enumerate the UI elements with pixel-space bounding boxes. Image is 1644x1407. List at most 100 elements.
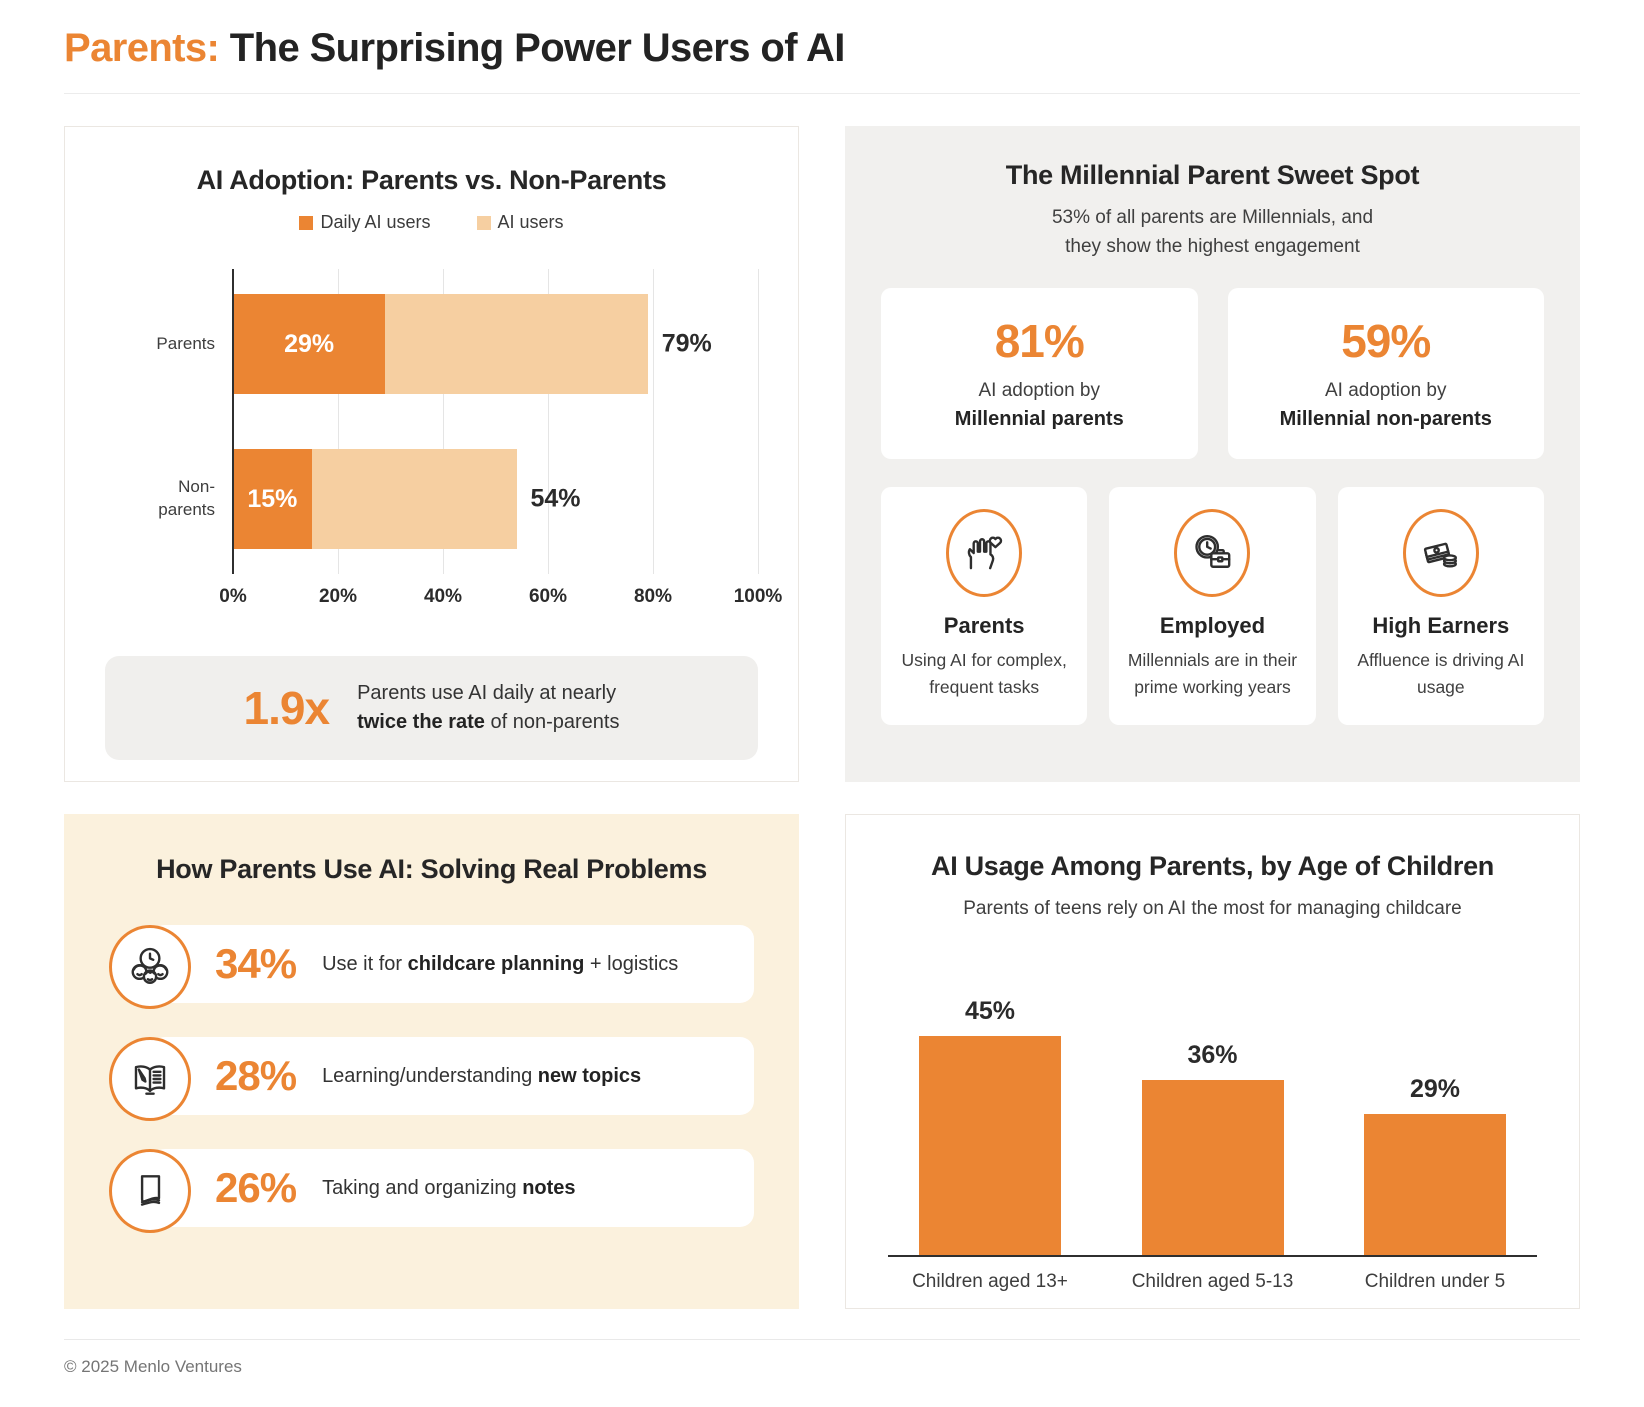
gridline	[338, 269, 339, 574]
adoption-title: AI Adoption: Parents vs. Non-Parents	[196, 165, 667, 195]
trait-card-employed: Employed Millennials are in their prime …	[1109, 486, 1316, 726]
bar-category-label: Children aged 5-13	[1131, 1271, 1294, 1293]
notes-icon	[109, 1149, 191, 1233]
callout-text: Parents use AI daily at nearly twice the …	[357, 682, 620, 733]
stacked-bar: 29% 79%	[233, 294, 712, 394]
y-axis-line	[232, 269, 234, 574]
bar-category-label: Children aged 13+	[912, 1271, 1068, 1293]
usage-percent: 34%	[215, 940, 297, 987]
bar-value-label: 29%	[1409, 1075, 1461, 1104]
total-bar-label: 79%	[661, 329, 712, 358]
stat-card-non-parents: 59% AI adoption by Millennial non-parent…	[1227, 287, 1544, 459]
legend-item-ai-users: AI users	[476, 212, 564, 233]
adoption-plot: Parents 29% 79% Non-parents 15% 54%	[156, 269, 759, 574]
usage-row-learning: 28% Learning/understanding new topics	[109, 1037, 754, 1121]
inside-bar-label: 29%	[284, 329, 335, 358]
category-label: Parents	[156, 333, 215, 353]
money-icon	[1402, 508, 1479, 597]
total-bar-label: 54%	[530, 484, 581, 513]
stacked-bar: 15% 54%	[233, 449, 581, 549]
bar-column: 29%	[1341, 1075, 1529, 1256]
inside-bar-label: 15%	[247, 484, 298, 513]
age-xlabels: Children aged 13+ Children aged 5-13 Child…	[888, 1271, 1537, 1293]
stat-value: 81%	[994, 314, 1085, 367]
stat-bold: Millennial parents	[954, 407, 1124, 430]
trait-desc: Using AI for complex, frequent tasks	[901, 649, 1067, 697]
usage-percent: 28%	[215, 1052, 297, 1099]
ai-users-swatch	[476, 215, 491, 230]
stat-line: AI adoption by	[1325, 379, 1447, 401]
bar	[1364, 1114, 1506, 1256]
millennial-trait-cards: Parents Using AI for complex, frequent t…	[881, 486, 1544, 726]
millennial-title: The Millennial Parent Sweet Spot	[1005, 160, 1420, 190]
copyright-text: © 2025 Menlo Ventures	[64, 1357, 242, 1376]
usage-row-childcare: 34% Use it for childcare planning + logi…	[109, 925, 754, 1009]
millennial-panel: The Millennial Parent Sweet Spot 53% of …	[845, 126, 1580, 782]
usage-title: How Parents Use AI: Solving Real Problem…	[156, 854, 707, 884]
trait-card-high-earners: High Earners Affluence is driving AI usa…	[1337, 486, 1544, 726]
x-tick-label: 100%	[733, 586, 783, 607]
stat-value: 59%	[1341, 314, 1431, 367]
gridline	[443, 269, 444, 574]
stat-bold: Millennial non-parents	[1279, 407, 1492, 430]
page-title-rest: The Surprising Power Users of AI	[219, 26, 846, 70]
daily-users-segment: 29%	[233, 294, 386, 394]
age-plot: 45% 36% 29%	[888, 957, 1537, 1258]
x-tick-label: 40%	[423, 586, 463, 607]
legend-label: Daily AI users	[320, 212, 431, 232]
stat-line: AI adoption by	[978, 379, 1100, 401]
page-title-accent: Parents:	[64, 26, 220, 70]
usage-rows: 34% Use it for childcare planning + logi…	[109, 925, 754, 1233]
adoption-xaxis: 0% 20% 40% 60% 80% 100%	[219, 586, 782, 612]
ai-users-segment	[311, 449, 517, 549]
age-usage-subtitle: Parents of teens rely on AI the most for…	[963, 898, 1462, 919]
trait-title: High Earners	[1372, 612, 1510, 638]
hand-heart-icon	[946, 508, 1023, 597]
book-pencil-icon	[109, 1037, 191, 1121]
bar-column: 36%	[1119, 1041, 1307, 1256]
legend-label: AI users	[497, 212, 564, 232]
usage-percent: 26%	[215, 1164, 297, 1211]
page-header: Parents: The Surprising Power Users of A…	[64, 26, 1580, 94]
age-chart: 45% 36% 29% Children aged 13+ Children aged…	[888, 957, 1537, 1293]
trait-title: Employed	[1159, 612, 1266, 638]
page-footer: © 2025 Menlo Ventures	[64, 1339, 1580, 1377]
usage-panel: How Parents Use AI: Solving Real Problem…	[64, 814, 799, 1309]
bar-value-label: 36%	[1187, 1041, 1238, 1070]
family-clock-icon	[109, 925, 191, 1009]
usage-text: Learning/understanding new topics	[322, 1064, 642, 1087]
trait-desc: Millennials are in their prime working y…	[1127, 649, 1298, 697]
callout-value: 1.9x	[243, 682, 331, 734]
age-usage-panel: AI Usage Among Parents, by Age of Childr…	[845, 814, 1580, 1309]
usage-box: 28% Learning/understanding new topics	[151, 1037, 754, 1115]
adoption-callout: 1.9x Parents use AI daily at nearly twice…	[105, 656, 758, 760]
daily-users-swatch	[299, 215, 314, 230]
usage-text: Use it for childcare planning + logistic…	[322, 952, 679, 975]
ai-users-segment	[385, 294, 648, 394]
x-tick-label: 20%	[318, 586, 358, 607]
millennial-subtitle: 53% of all parents are Millennials, and t…	[1051, 207, 1374, 258]
header-divider	[64, 93, 1580, 94]
trait-card-parents: Parents Using AI for complex, frequent t…	[881, 486, 1088, 726]
bar-value-label: 45%	[964, 997, 1016, 1026]
bar	[919, 1036, 1061, 1256]
trait-title: Parents	[943, 612, 1025, 638]
trait-desc: Affluence is driving AI usage	[1357, 649, 1525, 697]
legend-item-daily: Daily AI users	[299, 212, 431, 233]
bar-category-label: Children under 5	[1364, 1271, 1506, 1293]
x-tick-label: 80%	[633, 586, 673, 607]
x-tick-label: 0%	[219, 586, 247, 607]
daily-users-segment: 15%	[233, 449, 312, 549]
adoption-panel: AI Adoption: Parents vs. Non-Parents Dai…	[64, 126, 799, 782]
age-usage-title: AI Usage Among Parents, by Age of Childr…	[931, 851, 1494, 881]
clock-briefcase-icon	[1174, 508, 1251, 597]
usage-box: 34% Use it for childcare planning + logi…	[151, 925, 754, 1003]
gridline	[653, 269, 654, 574]
stat-card-parents: 81% AI adoption by Millennial parents	[881, 287, 1198, 459]
usage-box: 26% Taking and organizing notes	[151, 1149, 754, 1227]
usage-row-notes: 26% Taking and organizing notes	[109, 1149, 754, 1233]
content-grid: AI Adoption: Parents vs. Non-Parents Dai…	[64, 126, 1580, 1309]
x-tick-label: 60%	[528, 586, 568, 607]
millennial-stat-cards: 81% AI adoption by Millennial parents 59…	[881, 287, 1544, 459]
bar-column: 45%	[896, 997, 1084, 1256]
